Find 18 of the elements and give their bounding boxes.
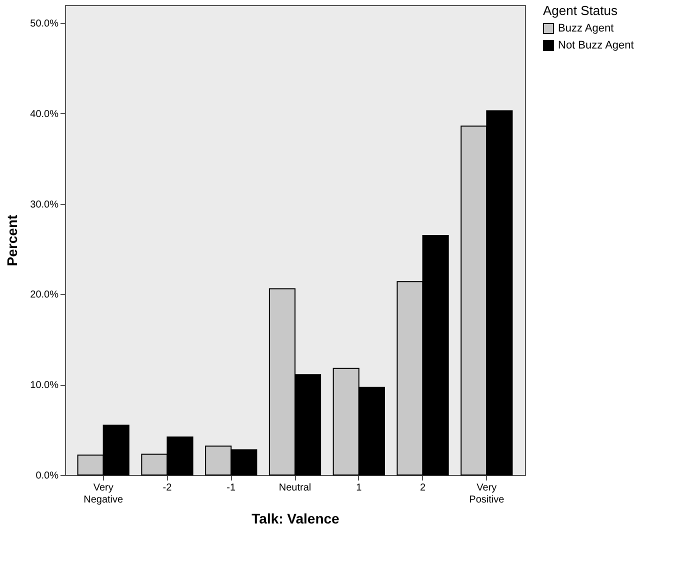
y-tick-label: 20.0% <box>30 290 59 301</box>
x-tick-label: -2 <box>162 482 172 494</box>
y-tick-label: 30.0% <box>30 199 59 210</box>
y-tick-label: 10.0% <box>30 380 59 392</box>
legend-label: Not Buzz Agent <box>558 40 634 52</box>
x-tick-label: 2 <box>420 482 426 494</box>
x-tick-label: Very Negative <box>84 482 124 506</box>
x-axis-title: Talk: Valence <box>252 510 340 526</box>
legend-title: Agent Status <box>543 3 618 18</box>
y-tick-label: 40.0% <box>30 108 59 120</box>
x-tick-label: -1 <box>226 482 236 494</box>
x-tick-label: 1 <box>356 482 362 494</box>
y-tick-label: 50.0% <box>30 18 59 30</box>
legend-label: Buzz Agent <box>558 22 614 34</box>
x-tick-label: Neutral <box>278 482 312 494</box>
y-tick-label: 0.0% <box>36 470 59 482</box>
y-axis-title: Percent <box>4 214 20 266</box>
x-tick-label: Very Positive <box>469 482 505 506</box>
